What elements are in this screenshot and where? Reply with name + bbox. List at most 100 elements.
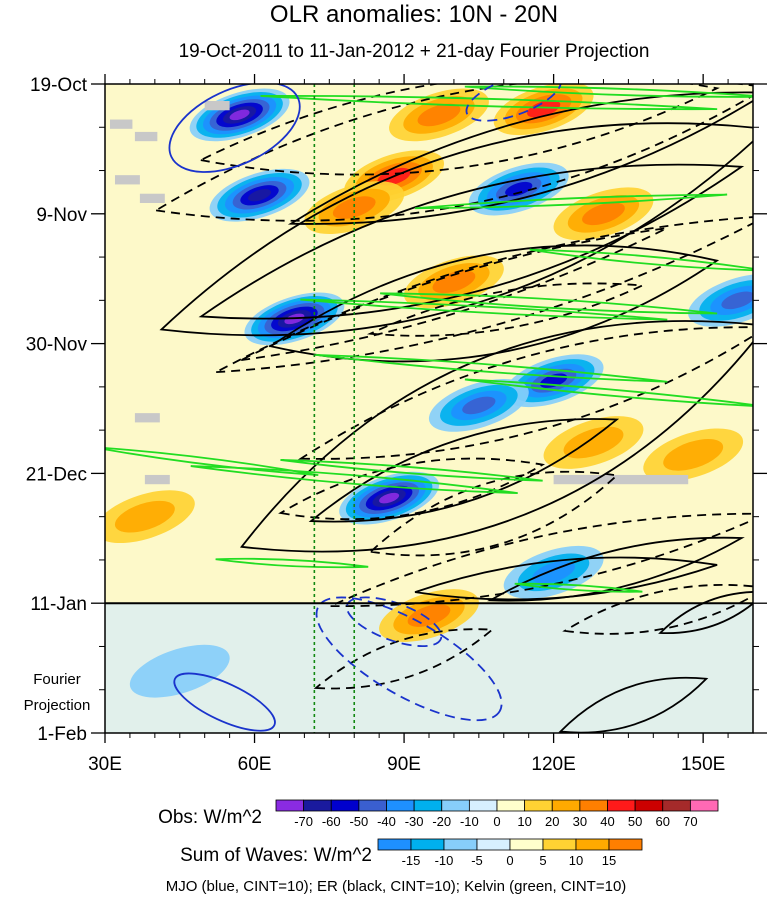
- obs-colorbar-swatch: [468, 799, 498, 812]
- missing-data-mark: [134, 131, 158, 142]
- obs-colorbar-swatch: [607, 799, 636, 812]
- waves-colorbar-label: Sum of Waves: W/m^2: [180, 845, 372, 866]
- obs-colorbar-label: Obs: W/m^2: [158, 807, 262, 828]
- mjo-contour-positive: [465, 84, 562, 122]
- y-tick-label: 21-Dec: [26, 464, 87, 485]
- obs-colorbar-level-label: 60: [656, 814, 670, 829]
- anomaly-mark: [532, 560, 576, 584]
- waves-colorbar-swatch: [410, 838, 445, 851]
- obs-colorbar-swatch: [358, 799, 387, 812]
- waves-colorbar-swatch: [443, 838, 478, 851]
- waves-colorbar-swatch: [542, 838, 577, 851]
- missing-data-mark: [139, 193, 165, 203]
- anomaly-mark: [332, 196, 376, 219]
- missing-data-mark: [109, 119, 133, 129]
- obs-colorbar-level-label: -70: [294, 814, 313, 829]
- waves-colorbar-level-label: -5: [471, 853, 483, 868]
- projection-label-line-2: Projection: [24, 697, 91, 714]
- obs-colorbar-swatch: [634, 799, 664, 812]
- colorbar-legends: -70 -60 -50 -40 -30 -20 -10 0 10 20 30 40 50 60 70-15-…: [275, 799, 719, 868]
- x-tick-label: 60E: [238, 754, 272, 775]
- anomaly-mark: [417, 103, 461, 127]
- waves-colorbar-swatch: [608, 838, 643, 851]
- x-tick-label: 30E: [88, 754, 122, 775]
- waves-colorbar-swatch: [476, 838, 511, 851]
- kelvin-contour: [464, 378, 753, 407]
- anomaly-mark: [248, 189, 272, 202]
- obs-colorbar-level-label: -20: [432, 814, 451, 829]
- mjo-contour-positive: [345, 596, 443, 648]
- waves-colorbar-level-label: 0: [506, 853, 513, 868]
- kelvin-contour: [105, 447, 319, 477]
- er-contour-positive: [308, 418, 620, 523]
- obs-colorbar-swatch: [303, 799, 332, 812]
- kelvin-contour: [280, 459, 543, 482]
- obs-colorbar-swatch: [386, 799, 415, 812]
- mjo-contour-positive: [315, 596, 503, 722]
- x-tick-label: 150E: [681, 754, 725, 775]
- er-contour-negative: [297, 326, 753, 460]
- er-contour-negative: [366, 282, 646, 337]
- obs-colorbar-swatch: [662, 799, 691, 812]
- obs-colorbar-level-label: -40: [377, 814, 396, 829]
- er-contour-negative: [313, 628, 495, 690]
- obs-colorbar-level-label: 40: [600, 814, 614, 829]
- waves-colorbar-swatch: [377, 838, 412, 851]
- obs-colorbar-level-label: -10: [460, 814, 479, 829]
- kelvin-contour: [315, 353, 668, 383]
- projection-label-line-1: Fourier: [33, 671, 81, 688]
- er-contour-positive: [658, 591, 753, 634]
- er-contour-negative: [278, 457, 546, 521]
- plot-content: [105, 84, 753, 733]
- waves-colorbar-level-label: 15: [602, 853, 616, 868]
- er-contour-negative: [197, 84, 720, 176]
- waves-colorbar-swatch: [509, 838, 544, 851]
- obs-colorbar-swatch: [275, 799, 305, 812]
- waves-colorbar-level-label: 5: [539, 853, 546, 868]
- er-contour-positive: [558, 676, 709, 733]
- anomaly-mark: [114, 500, 175, 533]
- obs-colorbar-level-label: 50: [628, 814, 642, 829]
- er-contour-negative: [240, 227, 668, 361]
- anomaly-mark: [129, 644, 230, 698]
- chart-subtitle: 19-Oct-2011 to 11-Jan-2012 + 21-day Four…: [179, 41, 650, 62]
- missing-data-mark: [144, 474, 170, 485]
- missing-data-mark: [553, 474, 689, 485]
- obs-colorbar-swatch: [330, 799, 360, 812]
- kelvin-contour: [215, 557, 369, 569]
- er-contour-positive: [414, 556, 718, 601]
- obs-colorbar-level-label: 30: [573, 814, 587, 829]
- kelvin-contour: [380, 292, 718, 315]
- plot-area: [105, 84, 753, 733]
- obs-colorbar-level-label: -60: [322, 814, 341, 829]
- kelvin-contour: [414, 193, 728, 210]
- kelvin-contour: [300, 298, 668, 321]
- er-contour-negative: [153, 84, 753, 222]
- obs-colorbar-swatch: [689, 799, 719, 812]
- er-contour-positive: [287, 91, 753, 225]
- er-contour-positive: [198, 163, 745, 320]
- obs-colorbar-swatch: [579, 799, 608, 812]
- obs-colorbar-level-label: 0: [493, 814, 500, 829]
- missing-data-mark: [114, 175, 140, 185]
- anomaly-mark: [229, 109, 250, 121]
- waves-colorbar-level-label: -10: [435, 853, 454, 868]
- chart-title: OLR anomalies: 10N - 20N: [270, 1, 558, 28]
- obs-colorbar-swatch: [441, 799, 470, 812]
- anomaly-mark: [582, 202, 625, 226]
- obs-colorbar-level-label: 70: [683, 814, 697, 829]
- y-tick-label: 30-Nov: [26, 335, 88, 356]
- obs-colorbar-level-label: -50: [349, 814, 368, 829]
- anomaly-mark: [663, 439, 724, 471]
- waves-colorbar-level-label: -15: [402, 853, 421, 868]
- kelvin-contour: [514, 582, 643, 593]
- er-contour-positive: [159, 122, 753, 337]
- footer-note: MJO (blue, CINT=10); ER (black, CINT=10)…: [166, 878, 627, 895]
- y-tick-label: 1-Feb: [37, 724, 87, 745]
- er-contour-negative: [215, 216, 753, 374]
- kelvin-contour: [529, 248, 753, 272]
- obs-colorbar-level-label: 10: [517, 814, 531, 829]
- x-tick-label: 120E: [531, 754, 575, 775]
- er-contour-positive: [239, 320, 753, 553]
